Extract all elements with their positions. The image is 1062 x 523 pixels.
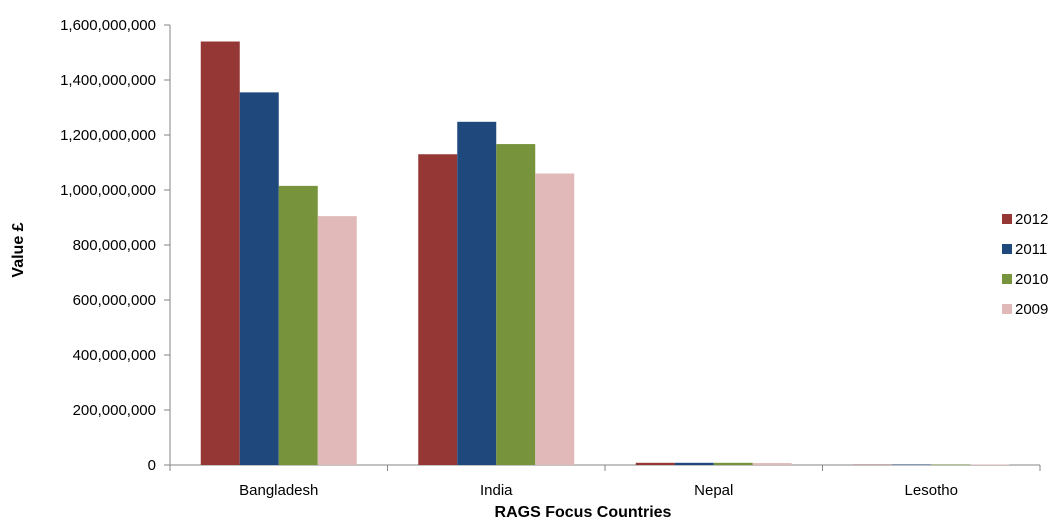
legend-swatch-2009 <box>1002 304 1012 314</box>
bar-2012-india <box>418 154 458 465</box>
bar-2009-nepal <box>752 463 792 465</box>
y-axis-title: Value £ <box>10 222 27 277</box>
legend-swatch-2012 <box>1002 214 1012 224</box>
bars <box>200 41 1010 466</box>
bar-2009-lesotho <box>970 464 1010 465</box>
legend-swatch-2011 <box>1002 244 1012 254</box>
legend-label-2012: 2012 <box>1015 211 1048 228</box>
x-tick-label: Nepal <box>694 482 733 499</box>
y-tick-label: 1,400,000,000 <box>60 72 156 89</box>
bar-2009-india <box>535 173 575 465</box>
y-tick-label: 200,000,000 <box>73 402 156 419</box>
y-tick-label: 1,600,000,000 <box>60 17 156 34</box>
bar-2011-lesotho <box>892 464 932 465</box>
y-tick-label: 800,000,000 <box>73 237 156 254</box>
bar-2010-lesotho <box>931 464 971 465</box>
bar-2011-nepal <box>674 462 714 465</box>
legend-swatch-2010 <box>1002 274 1012 284</box>
y-tick-label: 1,200,000,000 <box>60 127 156 144</box>
legend-label-2009: 2009 <box>1015 301 1048 318</box>
bar-2010-nepal <box>713 462 753 465</box>
y-tick-label: 0 <box>148 457 156 474</box>
legend-label-2010: 2010 <box>1015 271 1048 288</box>
y-axis: 0 200,000,000 400,000,000 600,000,000 800,00… <box>60 17 171 474</box>
y-tick-label: 1,000,000,000 <box>60 182 156 199</box>
bar-2010-bangladesh <box>278 185 318 465</box>
bar-2010-india <box>496 144 536 465</box>
bar-2012-bangladesh <box>200 41 240 465</box>
x-axis-title: RAGS Focus Countries <box>495 504 672 521</box>
bar-2011-bangladesh <box>239 92 279 465</box>
x-tick-label: India <box>480 482 513 499</box>
bar-2012-nepal <box>635 462 675 465</box>
legend: 2012 2011 2010 2009 <box>1002 211 1048 318</box>
y-tick-label: 400,000,000 <box>73 347 156 364</box>
x-tick-label: Lesotho <box>905 482 958 499</box>
legend-label-2011: 2011 <box>1015 241 1047 258</box>
bar-2011-india <box>457 121 497 466</box>
x-tick-label: Bangladesh <box>239 482 318 499</box>
y-tick-label: 600,000,000 <box>73 292 156 309</box>
bar-2009-bangladesh <box>317 216 357 465</box>
x-axis: Bangladesh India Nepal Lesotho <box>169 464 1041 499</box>
